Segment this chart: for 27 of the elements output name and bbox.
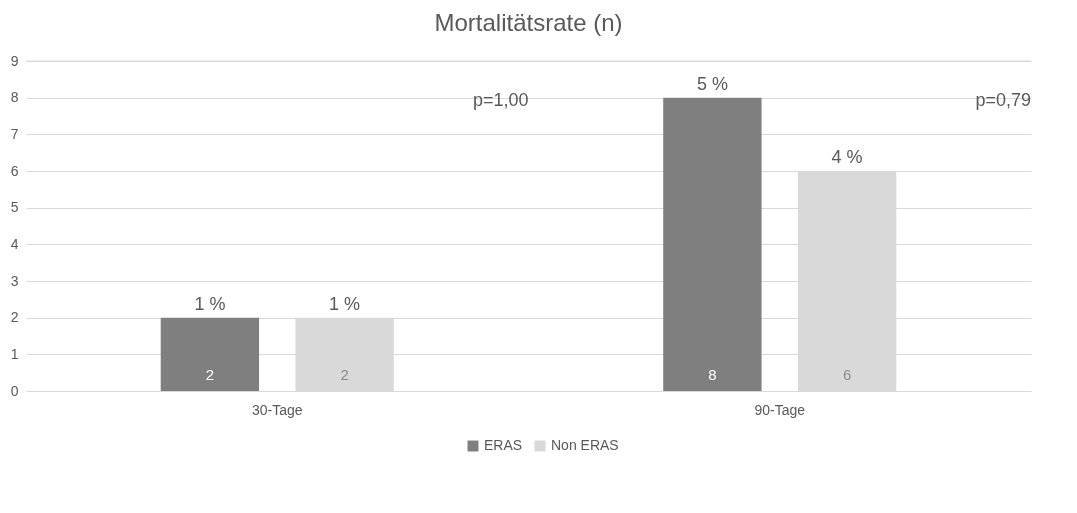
y-tick-label: 5 [10,199,19,216]
x-tick-label: 30-Tage [251,401,303,418]
y-tick-label: 6 [10,162,19,179]
data-label: 2 [205,366,215,383]
annotation: 5 % [696,73,728,94]
y-tick-label: 1 [10,345,19,362]
y-tick-label: 0 [10,382,19,399]
legend-label: Non ERAS [551,437,619,453]
y-tick-label: 3 [10,272,19,289]
data-label: 6 [842,366,852,383]
y-tick-label: 2 [10,309,19,326]
bar [663,97,762,391]
annotation: p=0,79 [975,90,1031,110]
y-tick-label: 9 [10,52,19,69]
data-label: 2 [340,366,349,383]
y-tick-label: 4 [10,235,19,252]
annotation: 1 % [194,293,226,314]
legend-label: ERAS [484,437,523,453]
data-label: 8 [708,366,717,383]
chart-title: Mortalitätsrate (n) [434,9,623,36]
x-tick-label: 90-Tage [754,401,806,418]
bar [160,317,260,391]
y-tick-label: 8 [10,89,19,106]
y-tick-label: 7 [10,125,19,142]
annotation: 4 % [831,147,863,167]
annotation: p=1,00 [472,90,529,110]
annotation: 1 % [329,293,361,314]
